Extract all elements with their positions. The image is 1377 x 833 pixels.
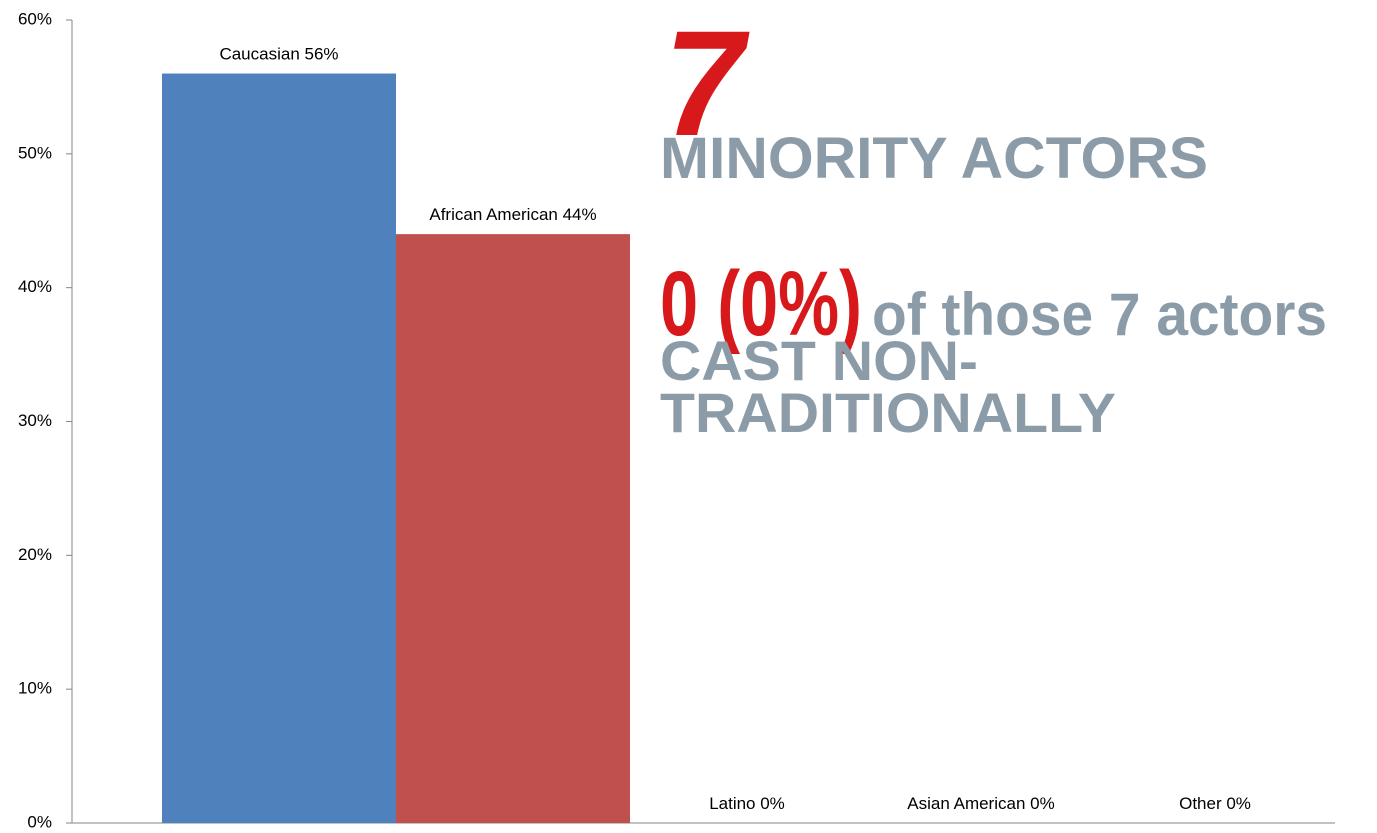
cast-caption: CAST NON-: [660, 329, 978, 392]
bar: [396, 234, 630, 824]
y-tick-label: 10%: [18, 679, 52, 698]
bar: [162, 73, 396, 824]
plot: 0% 10% 20% 30% 40% 50% 60% Caucasian 56% African…: [18, 9, 1251, 831]
y-tick-label: 60%: [18, 9, 52, 28]
y-tick-label: 50%: [18, 143, 52, 162]
y-tick-label: 30%: [18, 411, 52, 430]
count-caption: MINORITY ACTORS: [660, 126, 1208, 191]
y-tick-label: 20%: [18, 545, 52, 564]
value-label: Asian American 0%: [907, 794, 1054, 813]
value-label: African American 44%: [429, 205, 596, 224]
value-label: Other 0%: [1179, 794, 1251, 813]
y-tick-label: 0%: [27, 812, 52, 831]
value-label: Caucasian 56%: [219, 45, 338, 64]
count: 7: [664, 0, 750, 167]
annotations: 7 MINORITY ACTORS 0 (0%) of those 7 acto…: [660, 0, 1327, 444]
y-tick-label: 40%: [18, 277, 52, 296]
zero-caption: of those 7 actors: [872, 281, 1327, 348]
cast-caption: TRADITIONALLY: [660, 381, 1116, 444]
value-label: Latino 0%: [709, 794, 785, 813]
zero: 0 (0%): [660, 253, 862, 355]
